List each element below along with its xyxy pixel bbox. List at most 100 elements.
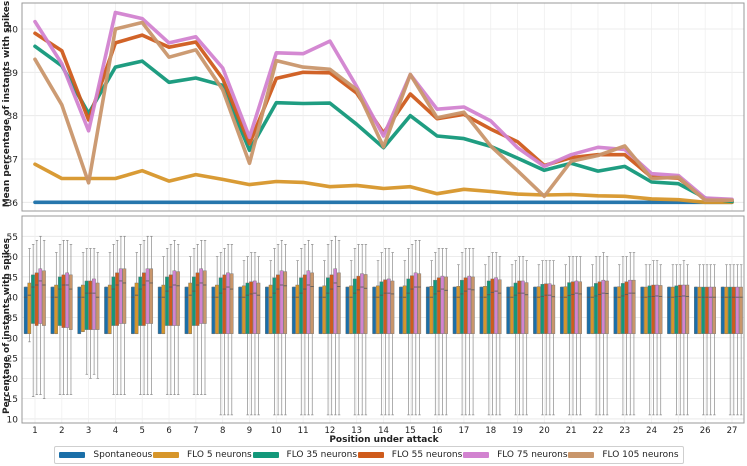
top-plot-frame [21,2,745,212]
box-rect [406,278,411,334]
box-rect [276,274,280,334]
box-rect [142,272,146,326]
xtick-label: 19 [512,426,523,436]
box-rect [460,279,464,334]
bottom-ytick-label: 20 [7,375,19,385]
box-rect [720,286,725,334]
box-rect [104,286,108,334]
box-rect [218,277,223,334]
box-rect [345,286,350,334]
box-rect [322,285,327,334]
box-rect [42,270,46,326]
box-rect [302,274,307,334]
box-rect [486,280,491,334]
box-rect [256,282,261,334]
box-rect [268,284,273,334]
box-rect [544,283,548,334]
box-rect [131,286,135,334]
box-rect [471,276,475,334]
box-rect [252,280,257,334]
box-rect [613,286,618,334]
xtick-label: 24 [646,426,657,436]
bottom-ytick-label: 25 [7,355,18,365]
box-rect [620,283,625,334]
legend-label: FLO 75 neurons [497,450,568,460]
bottom-ytick-label: 30 [7,334,19,344]
box-rect [81,284,85,332]
box-rect [678,284,682,334]
legend-item: FLO 105 neurons [568,450,679,460]
box-rect [118,268,123,324]
box-rect [356,275,361,334]
box-rect [149,268,154,324]
legend-item: FLO 75 neurons [463,450,568,460]
xtick-label: 5 [140,426,145,436]
legend-swatch [568,452,595,458]
box-rect [540,283,545,334]
box-rect [624,281,629,334]
box-rect [306,270,311,334]
box-rect [456,286,461,334]
box-rect [352,278,357,334]
box-rect [524,282,529,334]
xtick-label: 17 [459,426,470,436]
box-rect [226,272,230,334]
box-rect [191,276,196,326]
xtick-label: 14 [378,426,389,436]
xtick-label: 3 [86,426,91,436]
box-rect [31,274,35,324]
box-rect [360,273,364,334]
box-rect [138,276,143,326]
xtick-label: 23 [619,426,630,436]
box-rect [272,277,277,334]
box-rect [38,268,43,324]
legend-label: FLO 105 neurons [602,450,679,460]
box-rect [494,277,498,334]
box-rect [647,285,652,334]
box-rect [667,286,671,334]
box-rect [479,286,484,334]
legend-item: FLO 55 neurons [357,450,462,460]
box-rect [601,279,606,334]
box-rect [578,281,582,334]
bottom-ylabel: Percentage of instants with spikes [2,238,12,414]
bottom-ytick-label: 40 [7,294,19,304]
box-rect [417,273,422,334]
box-rect [433,279,437,334]
box-rect [188,282,192,334]
legend: Spontaneous FLO 5 neurons FLO 35 neurons… [54,446,684,464]
xtick-label: 4 [113,426,118,436]
box-rect [165,276,169,326]
box-rect [92,278,96,330]
box-rect [349,285,353,334]
box-rect [594,283,598,334]
box-rect [249,281,253,334]
bottom-ytick-label: 15 [7,395,18,405]
legend-item: Spontaneous [59,450,152,460]
box-rect [299,277,303,334]
box-rect [386,278,391,334]
box-rect [658,285,663,334]
box-rect [402,285,407,334]
xtick-label: 21 [566,426,577,436]
box-rect [586,286,591,334]
box-rect [506,286,511,334]
box-rect [77,286,82,334]
box-rect [728,286,732,334]
box-rect [490,278,495,334]
box-rect [724,286,729,334]
box-rect [375,285,380,334]
box-rect [157,286,162,334]
box-rect [329,274,334,334]
box-rect [681,284,686,334]
box-rect [497,279,502,334]
box-rect [54,284,58,334]
top-plot-area [22,3,744,211]
box-rect [27,282,32,334]
box-rect [265,286,269,334]
xtick-label: 2 [59,426,64,436]
box-rect [644,286,648,334]
box-rect [202,270,207,324]
box-rect [145,268,150,324]
box-rect [215,284,219,334]
